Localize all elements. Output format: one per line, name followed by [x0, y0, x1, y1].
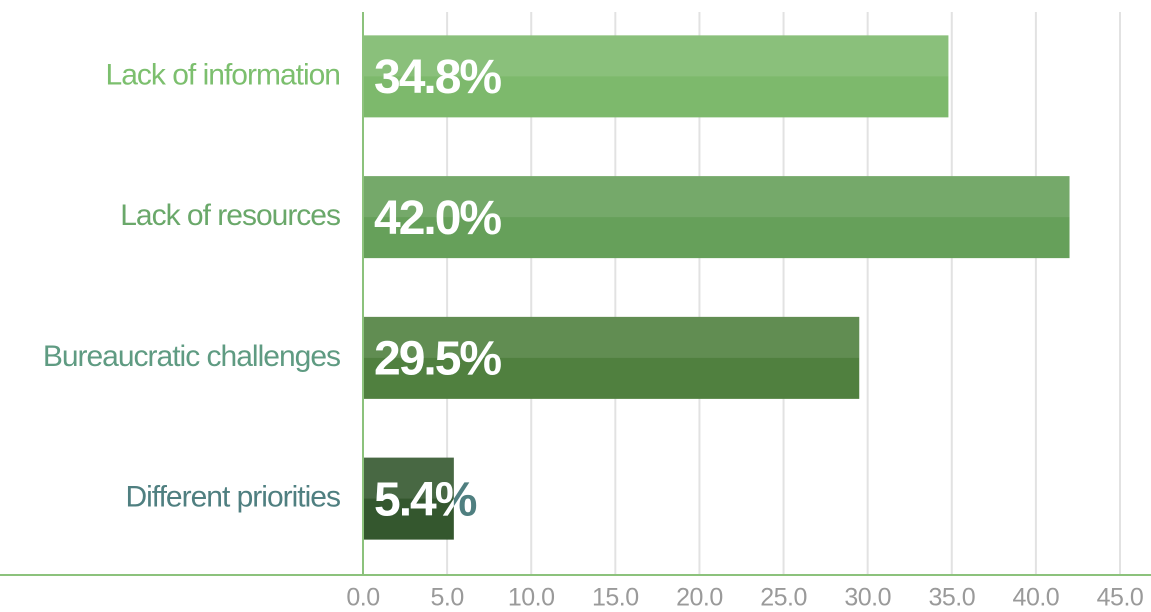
x-tick-label: 45.0 [1097, 584, 1144, 612]
bar [363, 35, 949, 118]
value-label: 42.0% [374, 192, 501, 245]
value-label: 34.8% [374, 51, 501, 104]
bar [363, 457, 454, 540]
category-label: Lack of information [106, 58, 340, 91]
bar [363, 316, 860, 399]
bar [363, 176, 1070, 259]
category-label: Lack of resources [120, 199, 340, 232]
bar-highlight [363, 457, 454, 499]
bar-highlight [363, 176, 1070, 218]
x-tick-label: 5.0 [430, 584, 463, 612]
category-label: Bureaucratic challenges [43, 340, 340, 373]
x-tick-label: 40.0 [1013, 584, 1060, 612]
category-label: Different priorities [125, 481, 340, 514]
x-tick-label: 15.0 [592, 584, 639, 612]
x-tick-label: 30.0 [844, 584, 891, 612]
value-label-inside: 5.4% [374, 473, 477, 526]
x-tick-label: 10.0 [508, 584, 555, 612]
x-tick-label: 20.0 [676, 584, 723, 612]
value-label: 5.4% [374, 473, 477, 526]
x-tick-label: 25.0 [760, 584, 807, 612]
x-tick-label: 35.0 [928, 584, 975, 612]
value-label: 29.5% [374, 333, 501, 386]
value-label-inside: 29.5% [374, 333, 501, 386]
value-label-inside: 34.8% [374, 51, 501, 104]
x-tick-label: 0.0 [346, 584, 379, 612]
bar-highlight [363, 316, 860, 358]
value-label-inside: 42.0% [374, 192, 501, 245]
bar-highlight [363, 35, 949, 77]
